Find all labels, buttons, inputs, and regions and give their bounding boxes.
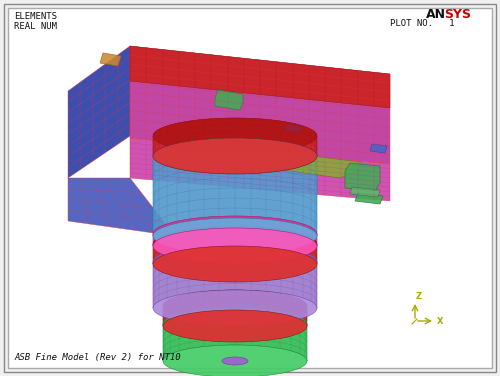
Ellipse shape <box>153 228 317 264</box>
Ellipse shape <box>153 218 317 254</box>
Polygon shape <box>153 118 317 156</box>
Text: ASB Fine Model (Rev 2) for NT10: ASB Fine Model (Rev 2) for NT10 <box>14 353 180 362</box>
Ellipse shape <box>153 138 317 174</box>
Polygon shape <box>153 138 317 236</box>
Polygon shape <box>68 46 130 178</box>
Ellipse shape <box>153 290 317 326</box>
Ellipse shape <box>153 244 317 280</box>
Ellipse shape <box>153 118 317 154</box>
Polygon shape <box>130 138 390 201</box>
Ellipse shape <box>153 216 317 252</box>
Text: AN: AN <box>426 8 446 21</box>
Polygon shape <box>130 46 390 164</box>
Ellipse shape <box>163 290 307 322</box>
Ellipse shape <box>163 308 307 340</box>
Polygon shape <box>68 178 175 236</box>
Polygon shape <box>153 244 317 308</box>
Ellipse shape <box>153 138 317 174</box>
Text: Z: Z <box>416 292 422 301</box>
Text: SYS: SYS <box>444 8 471 21</box>
Ellipse shape <box>153 226 317 262</box>
Ellipse shape <box>222 357 248 365</box>
Polygon shape <box>350 187 380 197</box>
Polygon shape <box>153 216 317 246</box>
Polygon shape <box>153 226 317 264</box>
Polygon shape <box>200 142 360 178</box>
Polygon shape <box>163 308 307 361</box>
Polygon shape <box>100 53 121 66</box>
Polygon shape <box>355 193 383 204</box>
Polygon shape <box>163 290 307 326</box>
Polygon shape <box>345 163 380 191</box>
Text: PLOT NO.   1: PLOT NO. 1 <box>390 19 454 28</box>
Ellipse shape <box>163 345 307 376</box>
Polygon shape <box>215 90 243 110</box>
Text: X: X <box>437 317 444 326</box>
Text: REAL NUM: REAL NUM <box>14 22 57 31</box>
Polygon shape <box>285 124 302 133</box>
Polygon shape <box>370 144 387 153</box>
Text: ELEMENTS: ELEMENTS <box>14 12 57 21</box>
Ellipse shape <box>153 246 317 282</box>
Polygon shape <box>130 46 390 108</box>
Ellipse shape <box>163 310 307 342</box>
